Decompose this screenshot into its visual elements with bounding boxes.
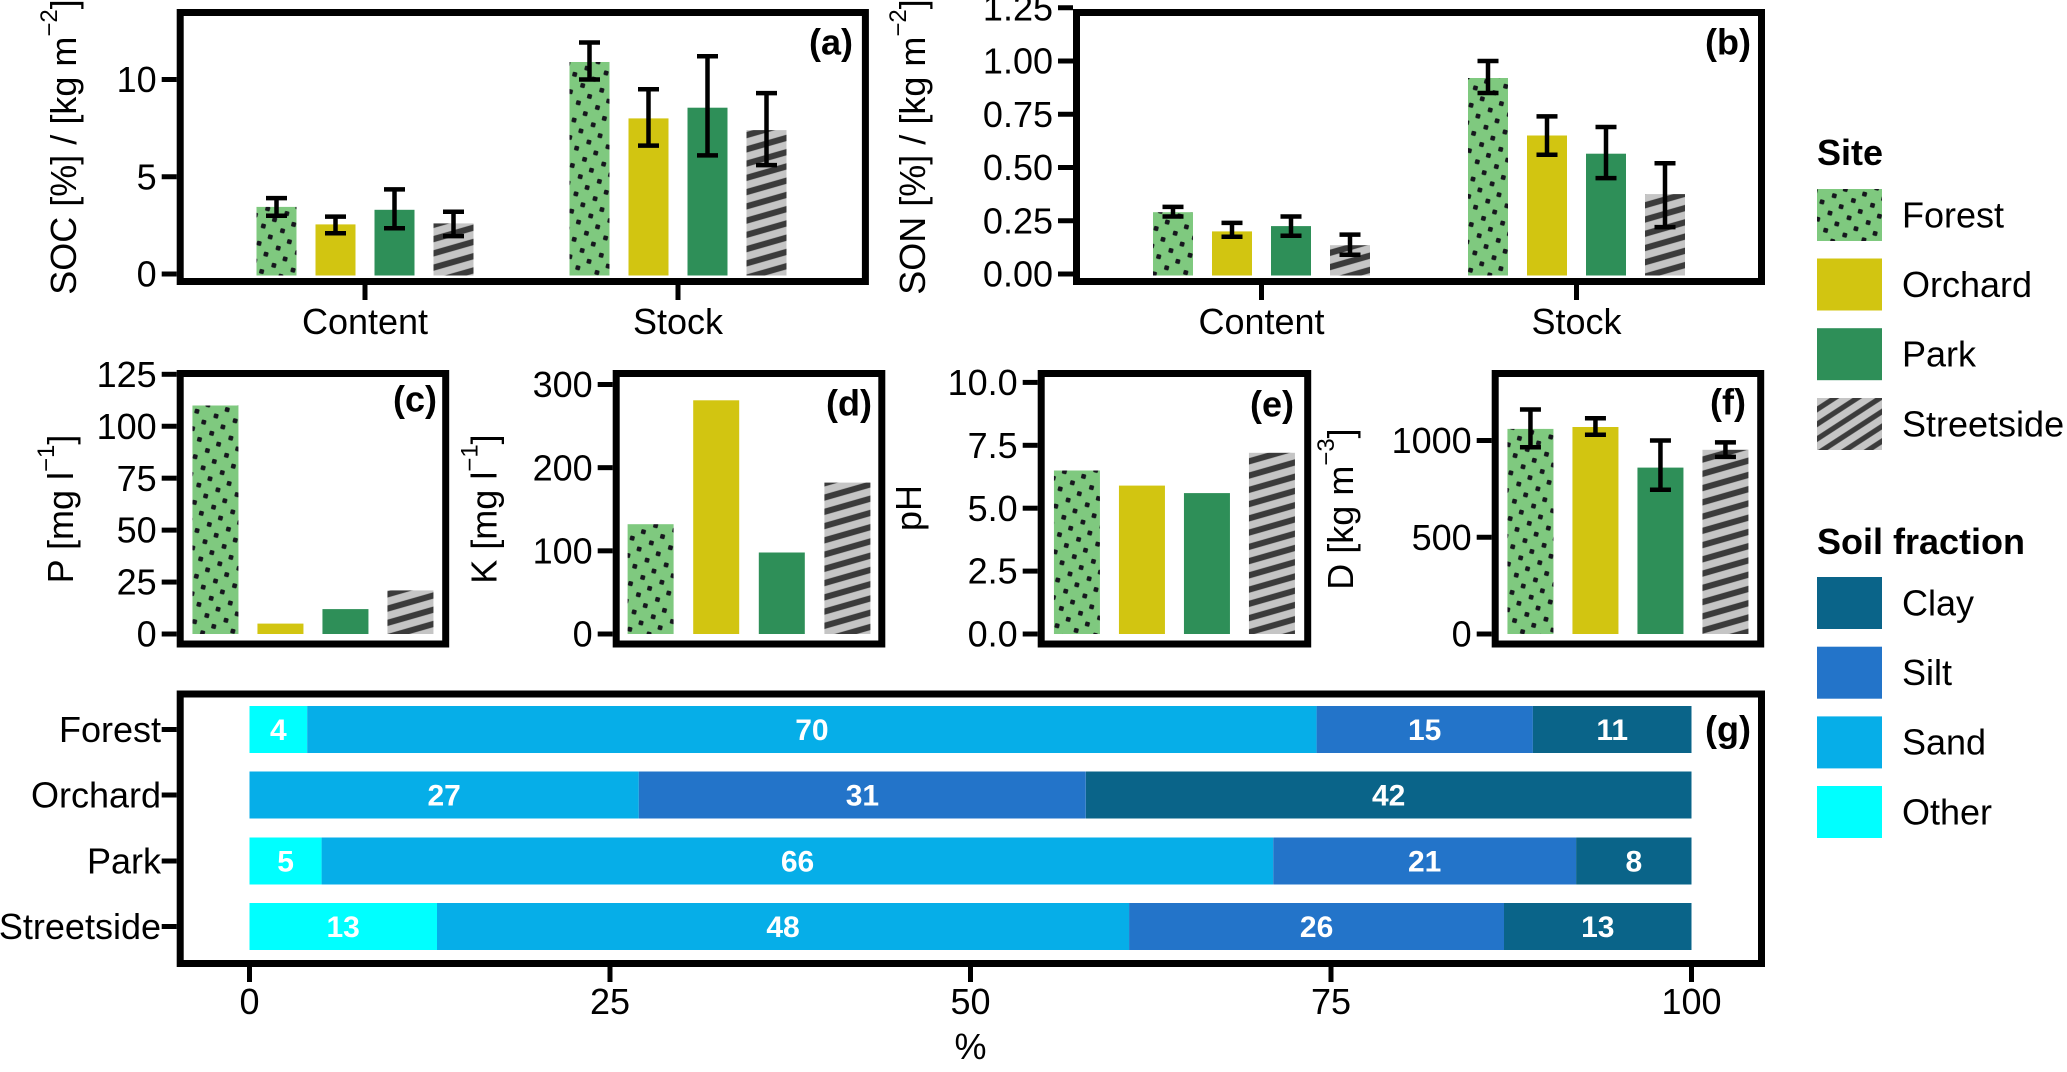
svg-text:5: 5 xyxy=(277,846,294,879)
svg-text:Site: Site xyxy=(1817,132,1883,173)
svg-text:27: 27 xyxy=(428,780,461,813)
svg-text:5: 5 xyxy=(137,156,157,197)
svg-text:(e): (e) xyxy=(1250,384,1294,425)
svg-text:200: 200 xyxy=(533,447,593,488)
svg-text:SON [%] / [kg m−2]: SON [%] / [kg m−2] xyxy=(885,0,933,295)
svg-text:0: 0 xyxy=(137,254,157,295)
svg-text:25: 25 xyxy=(117,562,157,603)
svg-text:Other: Other xyxy=(1902,791,1992,832)
svg-text:21: 21 xyxy=(1408,846,1441,879)
svg-text:Streetside: Streetside xyxy=(0,906,161,947)
svg-text:25: 25 xyxy=(590,981,630,1022)
svg-text:0: 0 xyxy=(137,614,157,655)
svg-text:Orchard: Orchard xyxy=(31,775,161,816)
svg-text:13: 13 xyxy=(1581,911,1614,944)
svg-text:%: % xyxy=(954,1026,986,1067)
svg-text:(c): (c) xyxy=(393,379,437,420)
svg-text:Stock: Stock xyxy=(1531,301,1622,342)
svg-text:75: 75 xyxy=(117,458,157,499)
svg-text:5.0: 5.0 xyxy=(968,488,1018,529)
svg-text:(d): (d) xyxy=(826,383,872,424)
svg-text:0: 0 xyxy=(1452,614,1472,655)
svg-text:0: 0 xyxy=(239,981,259,1022)
svg-text:10.0: 10.0 xyxy=(948,362,1018,403)
svg-text:7.5: 7.5 xyxy=(968,425,1018,466)
svg-text:1.00: 1.00 xyxy=(983,41,1053,82)
svg-text:48: 48 xyxy=(766,911,799,944)
svg-text:Soil fraction: Soil fraction xyxy=(1817,521,2025,562)
svg-text:(f): (f) xyxy=(1710,382,1746,423)
svg-text:125: 125 xyxy=(97,354,157,395)
svg-text:(g): (g) xyxy=(1705,709,1751,750)
svg-text:1.25: 1.25 xyxy=(983,0,1053,28)
svg-text:42: 42 xyxy=(1372,780,1405,813)
svg-text:10: 10 xyxy=(117,59,157,100)
svg-text:26: 26 xyxy=(1300,911,1333,944)
svg-text:Clay: Clay xyxy=(1902,582,1974,623)
svg-text:Park: Park xyxy=(1902,334,1977,375)
svg-text:31: 31 xyxy=(846,780,879,813)
svg-text:0.0: 0.0 xyxy=(968,614,1018,655)
svg-text:8: 8 xyxy=(1625,846,1642,879)
svg-text:Streetside: Streetside xyxy=(1902,403,2064,444)
svg-text:100: 100 xyxy=(97,406,157,447)
svg-text:100: 100 xyxy=(1661,981,1721,1022)
svg-text:pH: pH xyxy=(888,485,929,531)
svg-text:0.00: 0.00 xyxy=(983,254,1053,295)
svg-text:11: 11 xyxy=(1596,714,1628,747)
svg-text:Forest: Forest xyxy=(1902,194,2004,235)
svg-text:0: 0 xyxy=(573,614,593,655)
svg-text:4: 4 xyxy=(270,714,287,747)
svg-text:0.50: 0.50 xyxy=(983,147,1053,188)
svg-text:0.75: 0.75 xyxy=(983,94,1053,135)
svg-text:Stock: Stock xyxy=(633,301,724,342)
svg-text:15: 15 xyxy=(1408,714,1441,747)
svg-text:Content: Content xyxy=(1198,301,1324,342)
svg-text:500: 500 xyxy=(1412,517,1472,558)
svg-text:Silt: Silt xyxy=(1902,652,1952,693)
svg-text:(b): (b) xyxy=(1705,22,1751,63)
svg-text:50: 50 xyxy=(950,981,990,1022)
svg-text:Content: Content xyxy=(302,301,428,342)
svg-text:75: 75 xyxy=(1311,981,1351,1022)
svg-text:Forest: Forest xyxy=(59,709,161,750)
svg-text:1000: 1000 xyxy=(1392,420,1472,461)
svg-text:300: 300 xyxy=(533,364,593,405)
svg-text:66: 66 xyxy=(781,846,814,879)
svg-text:Park: Park xyxy=(87,841,162,882)
svg-text:50: 50 xyxy=(117,510,157,551)
svg-text:SOC [%] / [kg m−2]: SOC [%] / [kg m−2] xyxy=(36,0,84,295)
svg-text:70: 70 xyxy=(795,714,828,747)
svg-text:100: 100 xyxy=(533,530,593,571)
svg-text:0.25: 0.25 xyxy=(983,200,1053,241)
svg-text:Sand: Sand xyxy=(1902,722,1986,763)
svg-text:13: 13 xyxy=(327,911,360,944)
svg-text:Orchard: Orchard xyxy=(1902,264,2032,305)
svg-text:2.5: 2.5 xyxy=(968,551,1018,592)
svg-text:(a): (a) xyxy=(809,22,853,63)
